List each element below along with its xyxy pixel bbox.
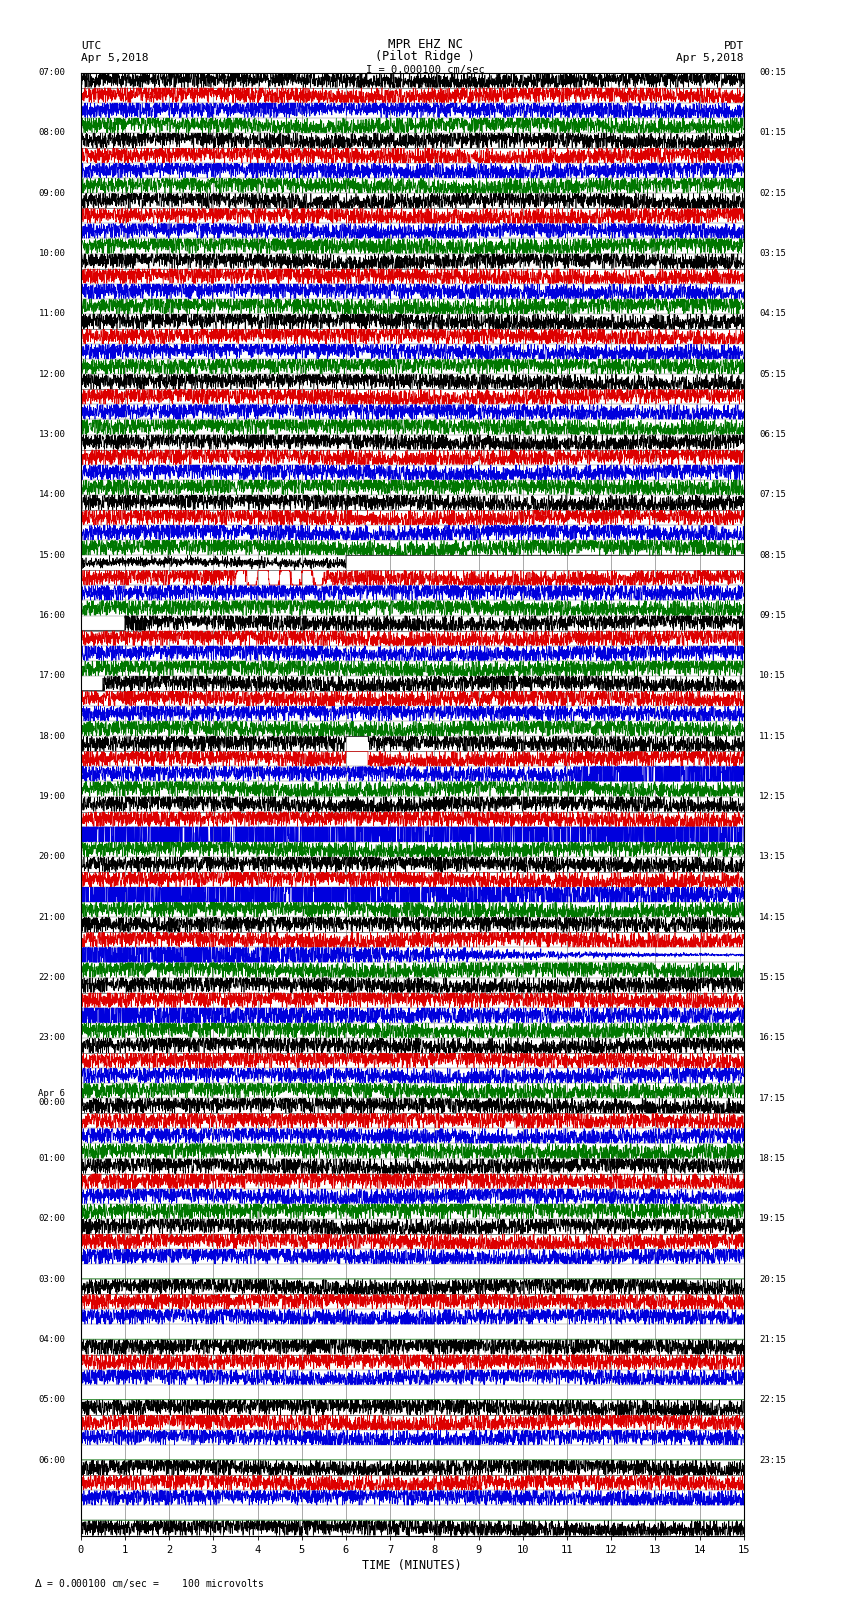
Text: 08:15: 08:15 xyxy=(759,550,786,560)
Text: I = 0.000100 cm/sec: I = 0.000100 cm/sec xyxy=(366,65,484,76)
Text: 01:15: 01:15 xyxy=(759,129,786,137)
Text: 17:00: 17:00 xyxy=(38,671,65,681)
Text: 00:00: 00:00 xyxy=(38,1098,65,1107)
Text: 19:00: 19:00 xyxy=(38,792,65,802)
X-axis label: TIME (MINUTES): TIME (MINUTES) xyxy=(362,1558,462,1571)
Text: 06:15: 06:15 xyxy=(759,431,786,439)
Text: 14:15: 14:15 xyxy=(759,913,786,921)
Text: 02:00: 02:00 xyxy=(38,1215,65,1223)
Text: Apr 5,2018: Apr 5,2018 xyxy=(677,53,744,63)
Text: 11:00: 11:00 xyxy=(38,310,65,318)
Text: 23:00: 23:00 xyxy=(38,1034,65,1042)
Text: PDT: PDT xyxy=(723,40,744,50)
Text: 18:15: 18:15 xyxy=(759,1153,786,1163)
Text: 15:00: 15:00 xyxy=(38,550,65,560)
Text: 20:15: 20:15 xyxy=(759,1274,786,1284)
Text: 13:00: 13:00 xyxy=(38,431,65,439)
Text: 03:15: 03:15 xyxy=(759,248,786,258)
Text: 15:15: 15:15 xyxy=(759,973,786,982)
Text: 05:00: 05:00 xyxy=(38,1395,65,1405)
Text: 01:00: 01:00 xyxy=(38,1153,65,1163)
Text: 22:00: 22:00 xyxy=(38,973,65,982)
Text: 12:15: 12:15 xyxy=(759,792,786,802)
Text: 17:15: 17:15 xyxy=(759,1094,786,1103)
Text: Apr 5,2018: Apr 5,2018 xyxy=(81,53,148,63)
Text: 06:00: 06:00 xyxy=(38,1455,65,1465)
Text: 23:15: 23:15 xyxy=(759,1455,786,1465)
Text: 05:15: 05:15 xyxy=(759,369,786,379)
Text: 12:00: 12:00 xyxy=(38,369,65,379)
Text: 04:00: 04:00 xyxy=(38,1336,65,1344)
Text: 03:00: 03:00 xyxy=(38,1274,65,1284)
Text: 19:15: 19:15 xyxy=(759,1215,786,1223)
Text: 10:00: 10:00 xyxy=(38,248,65,258)
Text: 14:00: 14:00 xyxy=(38,490,65,500)
Text: (Pilot Ridge ): (Pilot Ridge ) xyxy=(375,50,475,63)
Text: 13:15: 13:15 xyxy=(759,852,786,861)
Text: 08:00: 08:00 xyxy=(38,129,65,137)
Text: 09:00: 09:00 xyxy=(38,189,65,198)
Text: 09:15: 09:15 xyxy=(759,611,786,619)
Text: MPR EHZ NC: MPR EHZ NC xyxy=(388,37,462,50)
Text: 22:15: 22:15 xyxy=(759,1395,786,1405)
Text: 21:00: 21:00 xyxy=(38,913,65,921)
Text: 16:00: 16:00 xyxy=(38,611,65,619)
Text: 20:00: 20:00 xyxy=(38,852,65,861)
Text: 04:15: 04:15 xyxy=(759,310,786,318)
Text: 16:15: 16:15 xyxy=(759,1034,786,1042)
Text: 02:15: 02:15 xyxy=(759,189,786,198)
Text: 07:00: 07:00 xyxy=(38,68,65,77)
Text: $\Delta$ = 0.000100 cm/sec =    100 microvolts: $\Delta$ = 0.000100 cm/sec = 100 microvo… xyxy=(34,1578,264,1590)
Text: 11:15: 11:15 xyxy=(759,732,786,740)
Text: 10:15: 10:15 xyxy=(759,671,786,681)
Text: 18:00: 18:00 xyxy=(38,732,65,740)
Text: 21:15: 21:15 xyxy=(759,1336,786,1344)
Text: 00:15: 00:15 xyxy=(759,68,786,77)
Text: 07:15: 07:15 xyxy=(759,490,786,500)
Text: UTC: UTC xyxy=(81,40,101,50)
Text: Apr 6: Apr 6 xyxy=(38,1089,65,1098)
